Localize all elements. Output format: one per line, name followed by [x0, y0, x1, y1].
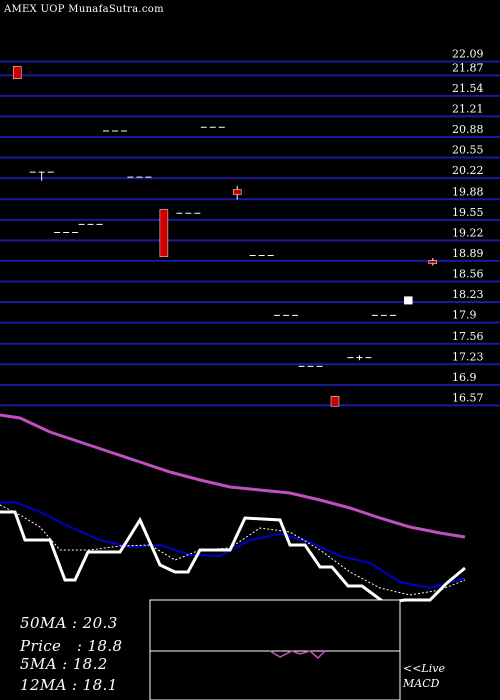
price-tick-label: 21.87 — [452, 61, 484, 74]
chart-title: AMEX UOP MunafaSutra.com — [4, 4, 164, 15]
price-tick-label: 18.56 — [452, 267, 484, 280]
candle-body — [330, 396, 340, 407]
ma-long-line — [0, 413, 466, 539]
price-tick-label: 21.21 — [452, 102, 484, 115]
price-tick-label: 18.89 — [452, 247, 484, 260]
macd-text: MACD — [403, 677, 440, 690]
live-link[interactable]: <<Live — [403, 662, 445, 675]
candle-body — [159, 209, 169, 258]
price-tick-label: 20.22 — [452, 164, 484, 177]
price-tick-label: 16.57 — [452, 391, 484, 404]
macd-label: <<Live MACD — [403, 661, 445, 691]
ma5-readout: 5MA : 18.2 — [20, 655, 108, 673]
price-readout: Price : 18.8 — [20, 637, 123, 655]
price-tick-label: 22.09 — [452, 48, 484, 61]
price-tick-label: 17.23 — [452, 350, 484, 363]
price-tick-label: 21.54 — [452, 82, 484, 95]
price-tick-label: 18.23 — [452, 288, 484, 301]
candle-body — [232, 189, 242, 195]
price-tick-label: 19.88 — [452, 185, 484, 198]
price-tick-label: 17.9 — [452, 309, 477, 322]
price-tick-label: 20.55 — [452, 144, 484, 157]
signal-line — [0, 504, 466, 596]
price-tick-label: 16.9 — [452, 371, 477, 384]
candle-body — [428, 260, 438, 264]
price-tick-label: 20.88 — [452, 123, 484, 136]
candle-body — [404, 296, 413, 305]
candle-body — [12, 65, 22, 79]
macd-histogram — [269, 650, 326, 660]
macd-panel — [149, 599, 401, 700]
ma50-readout: 50MA : 20.3 — [20, 614, 118, 632]
price-tick-label: 19.55 — [452, 206, 484, 219]
ma12-readout: 12MA : 18.1 — [20, 676, 118, 694]
price-line — [0, 510, 466, 605]
ma-short-line — [0, 500, 466, 590]
price-tick-label: 17.56 — [452, 330, 484, 343]
price-tick-label: 19.22 — [452, 226, 484, 239]
